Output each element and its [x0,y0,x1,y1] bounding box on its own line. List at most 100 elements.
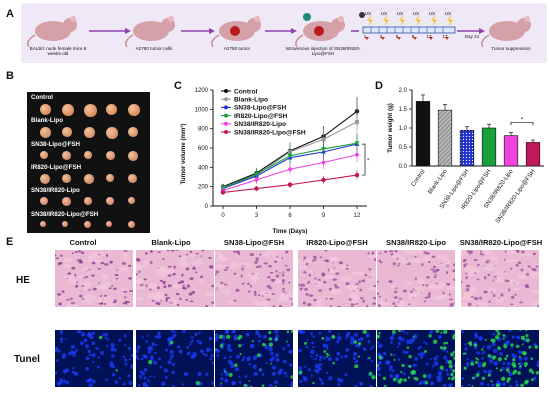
x-tick-label: 12 [354,213,361,219]
legend-label: SN38/IR820-Lipo@FSH [234,129,306,136]
x-tick-label: 0 [221,213,225,219]
significance-bracket [510,121,534,126]
timeline-day: 17 [442,34,448,39]
timeline-day-end: Day 21 [464,34,480,39]
tumor-specimen [62,127,72,137]
significance-label: * [521,117,524,123]
y-tick-label: 0.0 [399,164,408,170]
timeline-day: 5 [395,34,399,39]
he-stain-image [136,250,214,307]
y-tick-label: 800 [198,127,209,133]
y-tick-label: 600 [198,146,209,152]
photo-row-label: SN38-Lipo@FSH [31,141,81,148]
data-point [254,177,259,183]
tunel-stain-image [377,330,455,387]
tumor-specimen [40,197,48,205]
x-axis-label: Time (Days) [273,228,308,235]
photo-row-label: Blank-Lipo [31,117,63,124]
x-tick-label: Blank-Lipo [427,168,449,195]
mouse-icon [295,16,345,48]
data-point [354,141,360,146]
timeline-step-3: A2780 tumor [223,46,251,51]
histology-row-label: Tunel [14,354,40,365]
data-point [220,190,226,195]
tumor-specimen [84,127,95,138]
histology-column-header: IR820-Lipo@FSH [306,238,368,247]
timeline-day: 3 [379,34,383,39]
arrow-icon [89,28,485,34]
bar [481,127,497,167]
histology-column-header: Control [69,238,97,247]
legend-marker [224,113,228,118]
y-tick-label: 1.0 [399,126,408,132]
tumor-volume-chart: Tumor volume (mm³) Time (Days) 020040060… [180,88,370,235]
legend-marker [224,105,228,110]
photo-row-label: IR820-Lipo@FSH [31,164,82,171]
histology-column-header: Blank-Lipo [151,238,191,247]
he-stain-image [298,250,376,307]
y-axis-label: Tumor weight (g) [387,103,394,153]
timeline-day: 13 [426,34,432,39]
legend-marker [224,130,228,134]
legend-label: Control [234,88,258,95]
data-point [321,159,326,166]
tumor-specimen [62,104,74,116]
tumor-specimen [128,127,139,138]
tumor-specimen [40,174,50,184]
data-point [287,182,293,187]
data-point [321,137,326,142]
x-tick-label: 6 [288,213,292,219]
tumor-specimen [40,104,51,115]
mouse-icon [125,16,175,48]
tumor-specimen [84,151,93,160]
panel-label-a: A [6,8,14,20]
timeline-step-4: Intravenous injection of SN38/IR820-Lipo… [285,46,361,56]
legend-label: IR820-Lipo@FSH [234,113,288,120]
y-tick-label: 0.5 [399,145,408,151]
y-tick-label: 200 [198,185,209,191]
panel-label-b: B [6,70,14,82]
data-point [287,166,293,172]
syringe-icon [359,12,365,18]
tumor-specimen [106,221,113,228]
data-point [287,153,293,159]
bar [525,142,541,167]
y-tick-label: 0 [205,204,209,210]
timeline-step-2: A2780 tumor cells [135,46,173,51]
panel-label-c: C [174,80,182,92]
x-tick-label: 3 [255,213,259,219]
histology-row-label: HE [16,275,30,286]
legend-label: Blank-Lipo [234,97,268,104]
tunel-stain-image [136,330,214,387]
data-point [354,152,360,158]
x-tick-label: Control [411,169,427,188]
tumor-specimen [62,151,72,161]
bar [503,135,519,167]
mouse-icon [27,16,77,48]
panel-label-e: E [6,236,14,248]
nanoparticle-icon [303,13,311,21]
us-label: US [412,11,420,16]
lightning-icon [367,15,453,26]
tumor-specimen [106,197,115,206]
he-stain-image [377,250,455,307]
bar [415,101,431,167]
us-label: US [444,11,452,16]
tumor-specimen [106,151,115,160]
timeline-day: 9 [411,34,415,39]
significance-label: * [367,159,370,165]
tumor-specimen [62,221,69,228]
us-label: US [428,11,436,16]
injection-marker [365,37,449,40]
legend-label: SN38-Lipo@FSH [234,105,286,112]
tunel-stain-image [461,330,539,387]
timeline-step-1: BALB/c nude female mice 6 weeks-old [29,46,87,56]
data-point [355,119,359,124]
y-axis-label: Tumor volume (mm³) [180,123,187,184]
he-stain-image [55,250,133,307]
us-label: US [396,11,404,16]
y-tick-label: 1200 [195,88,209,94]
tumor-specimen [128,104,141,117]
histology-column-header: SN38-Lipo@FSH [223,238,285,247]
tumor-specimen [84,197,92,205]
